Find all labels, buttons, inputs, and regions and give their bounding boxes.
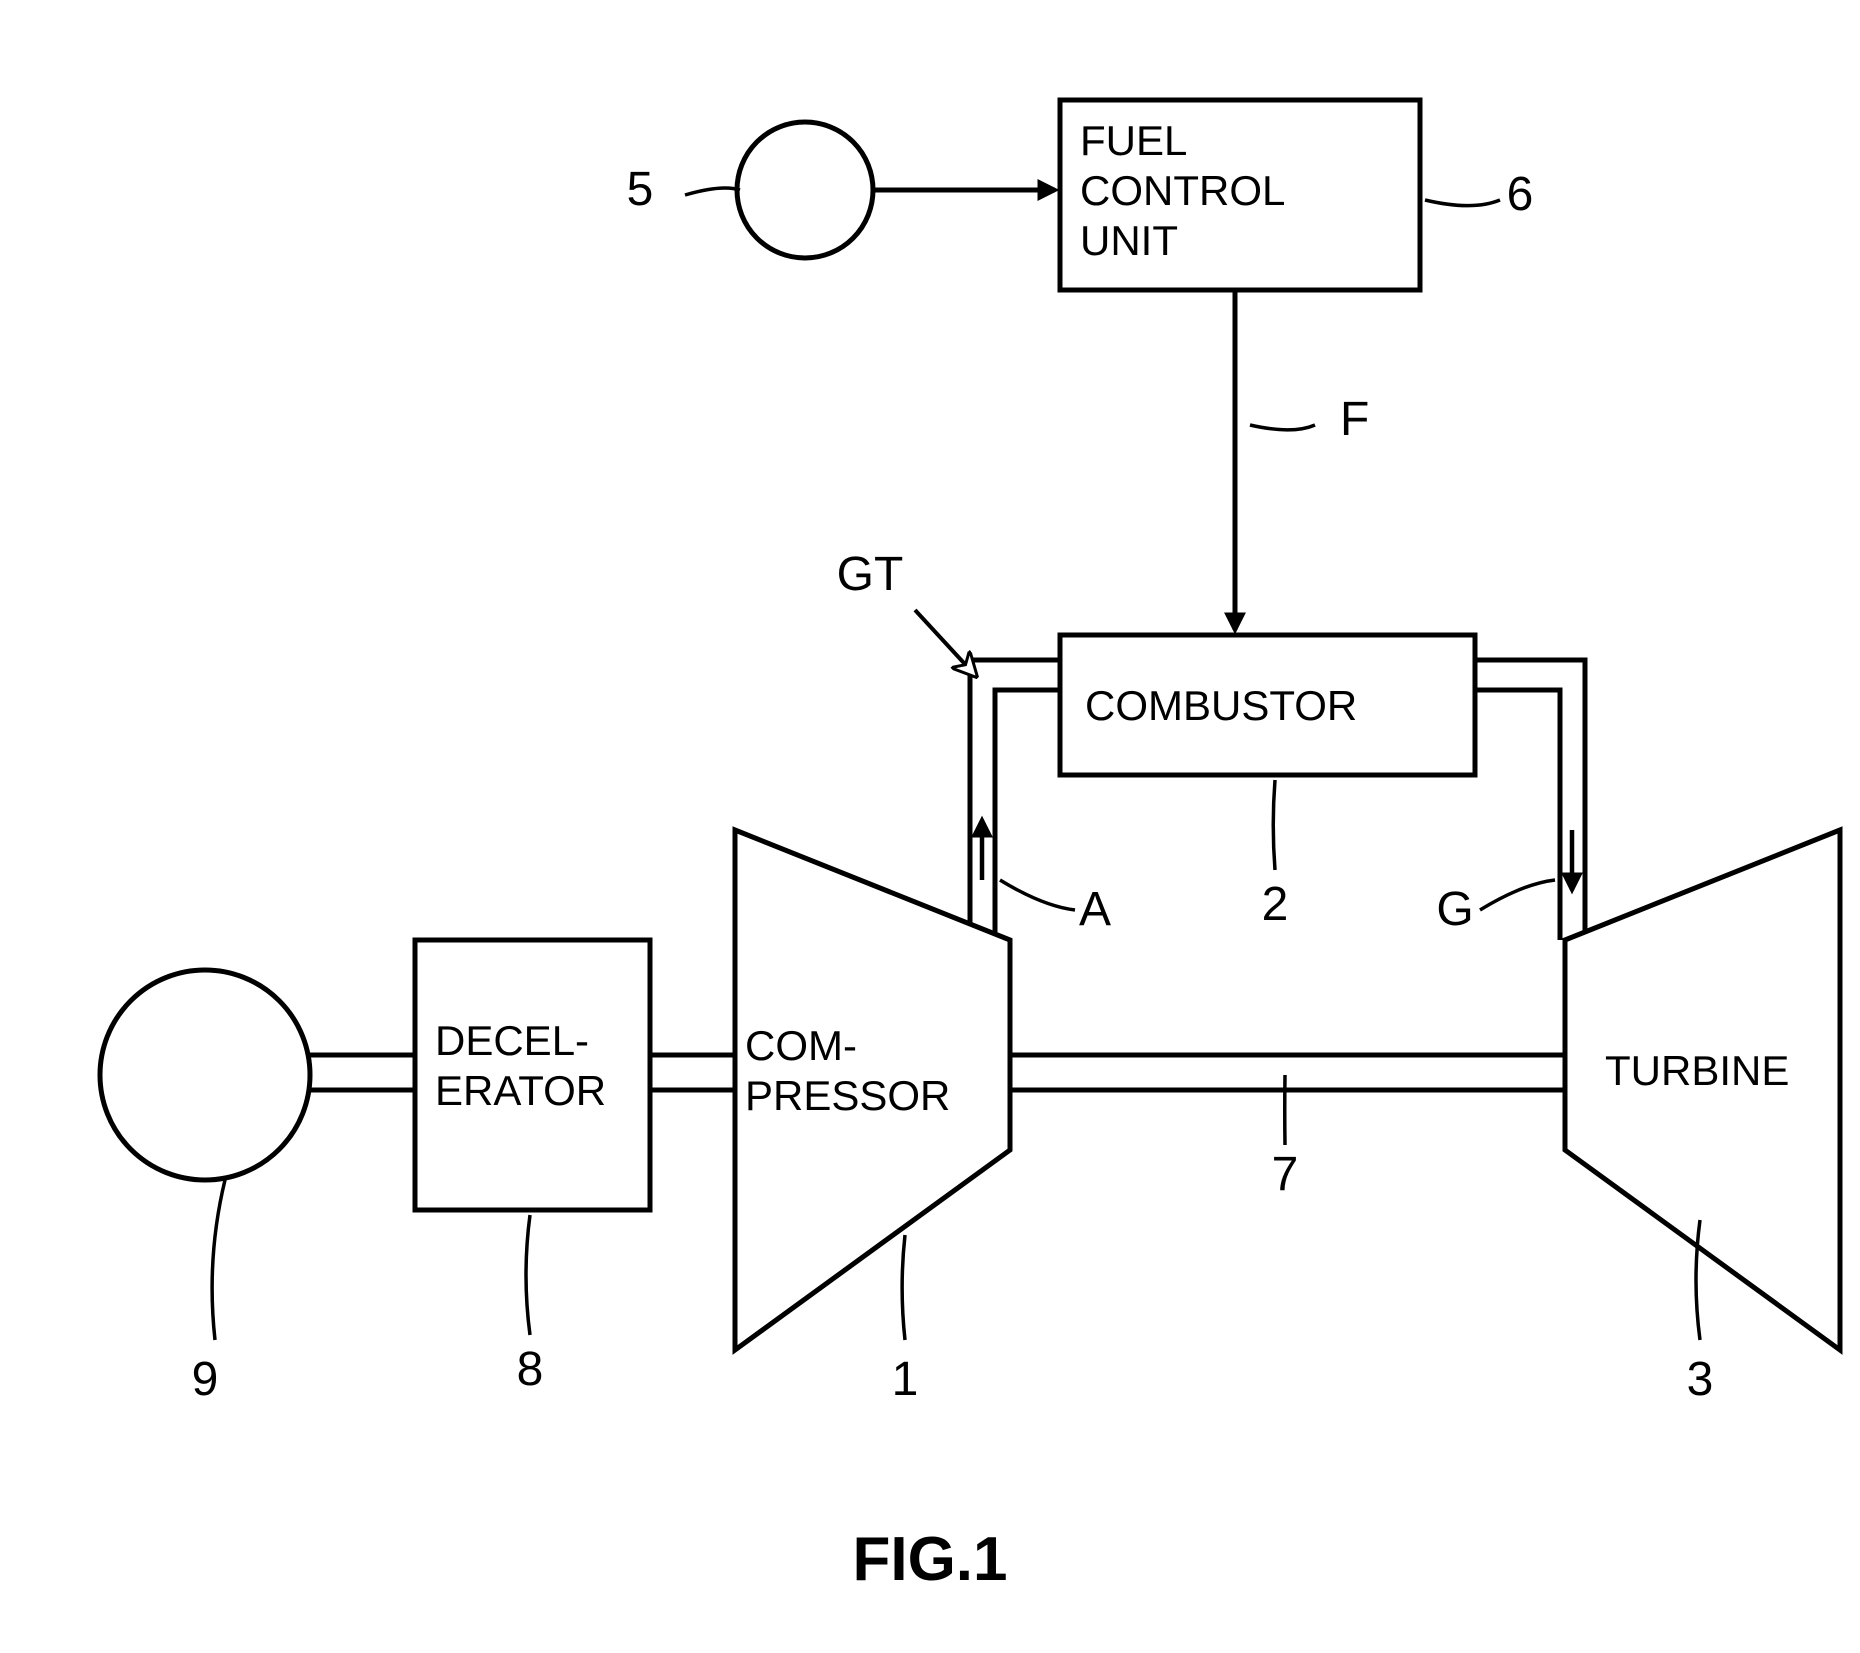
compressor-label-0: COM- (745, 1022, 857, 1069)
ref-G: G (1436, 883, 1473, 936)
leader-A (1000, 880, 1075, 910)
decelerator-label-1: ERATOR (435, 1067, 606, 1114)
ref-1: 1 (892, 1353, 919, 1406)
leader-2 (1273, 780, 1275, 870)
leader-F (1250, 425, 1315, 430)
leader-1 (902, 1235, 905, 1340)
combustor-label: COMBUSTOR (1085, 682, 1357, 729)
pipe-A-outer (970, 660, 1060, 940)
ref-7: 7 (1272, 1148, 1299, 1201)
leader-9 (212, 1180, 225, 1340)
fuel_control-label-2: UNIT (1080, 217, 1178, 264)
figure-caption: FIG.1 (852, 1525, 1007, 1594)
ref-6: 6 (1507, 168, 1534, 221)
leader-5 (685, 188, 740, 195)
generator (100, 970, 310, 1180)
turbine-label: TURBINE (1605, 1047, 1789, 1094)
ref-2: 2 (1262, 878, 1289, 931)
fuel_source (737, 122, 873, 258)
leader-8 (526, 1215, 530, 1335)
ref-F: F (1340, 393, 1369, 446)
ref-3: 3 (1687, 1353, 1714, 1406)
ref-9: 9 (192, 1353, 219, 1406)
pipe-G-inner (1475, 690, 1560, 940)
gt-label: GT (837, 548, 904, 601)
ref-A: A (1079, 883, 1111, 936)
compressor-label-1: PRESSOR (745, 1072, 950, 1119)
fuel_control-label-1: CONTROL (1080, 167, 1285, 214)
decelerator-label-0: DECEL- (435, 1017, 589, 1064)
leader-3 (1696, 1220, 1700, 1340)
fuel_control-label-0: FUEL (1080, 117, 1187, 164)
ref-8: 8 (517, 1343, 544, 1396)
leader-G (1480, 880, 1555, 910)
leader-6 (1425, 200, 1500, 206)
pipe-G-outer (1475, 660, 1585, 940)
gt-pointer (915, 610, 975, 675)
ref-5: 5 (627, 163, 654, 216)
